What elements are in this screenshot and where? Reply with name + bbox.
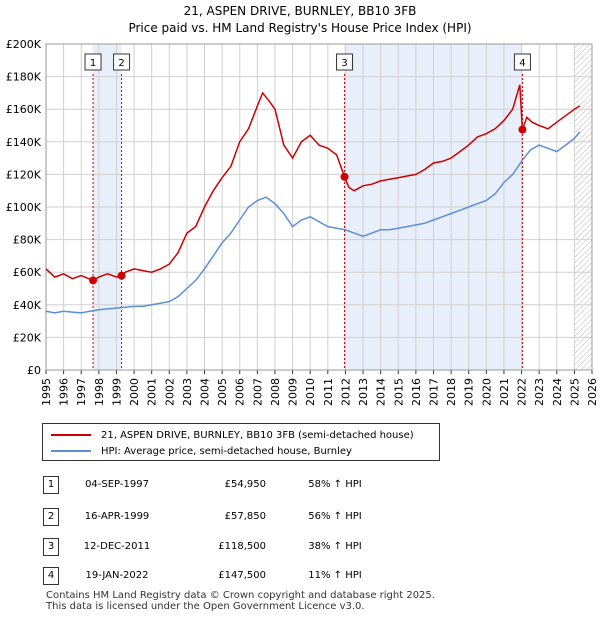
legend-swatch-property [51,434,91,436]
transaction-hpi: 56% ↑ HPI [308,511,362,522]
legend-item-property: 21, ASPEN DRIVE, BURNLEY, BB10 3FB (semi… [51,428,414,442]
transaction-date: 19-JAN-2022 [85,570,149,581]
y-tick-label: £180K [6,71,42,84]
sale-point [117,271,126,280]
marker-label: 4 [519,58,525,69]
marker-box [113,53,131,71]
x-tick-label: 2010 [304,378,317,406]
x-tick-label: 2003 [181,378,194,406]
x-tick-label: 2020 [480,378,493,406]
transaction-row: 4 19-JAN-2022 £147,500 11% ↑ HPI [0,567,600,587]
x-tick-label: 2007 [251,378,264,406]
chart-title: 21, ASPEN DRIVE, BURNLEY, BB10 3FB [183,4,417,18]
x-tick-label: 2023 [533,378,546,406]
x-tick-label: 2011 [322,378,335,406]
x-tick-label: 2019 [463,378,476,406]
x-tick-label: 2018 [445,378,458,406]
y-tick-label: £160K [6,103,42,116]
x-tick-label: 2014 [375,378,388,406]
transaction-price: £147,500 [218,570,266,581]
marker-box [336,53,354,71]
transaction-number: 4 [43,567,59,585]
x-tick-label: 2015 [392,378,405,406]
y-tick-label: £80K [13,234,42,247]
transaction-price: £54,950 [224,479,266,490]
sale-point [518,125,527,134]
legend: 21, ASPEN DRIVE, BURNLEY, BB10 3FB (semi… [42,423,440,461]
transaction-hpi: 11% ↑ HPI [308,570,362,581]
sale-point [89,276,98,285]
transaction-date: 04-SEP-1997 [85,479,149,490]
legend-swatch-hpi [51,450,91,452]
footer-copyright: Contains HM Land Registry data © Crown c… [46,590,435,601]
transaction-row: 2 16-APR-1999 £57,850 56% ↑ HPI [0,508,600,528]
series-line-property [45,84,581,282]
x-tick-label: 2004 [199,378,212,406]
x-tick-label: 2017 [427,378,440,406]
x-tick-label: 2024 [551,378,564,406]
marker-box [84,53,102,71]
marker-label: 3 [341,58,347,69]
legend-label-property: 21, ASPEN DRIVE, BURNLEY, BB10 3FB (semi… [101,429,414,441]
transaction-date: 12-DEC-2011 [83,541,151,552]
x-tick-label: 2008 [269,378,282,406]
transaction-price: £57,850 [224,511,266,522]
transaction-number: 2 [43,508,59,526]
x-tick-label: 1995 [40,378,53,406]
x-tick-label: 1997 [75,378,88,406]
transaction-row: 3 12-DEC-2011 £118,500 38% ↑ HPI [0,538,600,558]
x-tick-label: 2013 [357,378,370,406]
transaction-number: 3 [43,538,59,556]
y-tick-label: £0 [27,364,41,377]
x-tick-label: 2005 [216,378,229,406]
x-tick-label: 2012 [339,378,352,406]
marker-label: 1 [90,58,96,69]
y-tick-label: £20K [13,331,42,344]
transaction-date: 16-APR-1999 [84,511,150,522]
y-tick-label: £140K [6,136,42,149]
chart-subtitle: Price paid vs. HM Land Registry's House … [128,21,472,35]
x-tick-label: 1999 [110,378,123,406]
x-tick-label: 2021 [498,378,511,406]
x-tick-label: 2016 [410,378,423,406]
y-tick-label: £100K [6,201,42,214]
footer-licence: This data is licensed under the Open Gov… [46,601,365,612]
transaction-number: 1 [43,476,59,494]
x-tick-label: 1998 [93,378,106,406]
x-tick-label: 2009 [287,378,300,406]
y-tick-label: £40K [13,299,42,312]
plot-frame [45,43,593,371]
transaction-price: £118,500 [218,541,266,552]
legend-label-hpi: HPI: Average price, semi-detached house,… [101,445,352,457]
y-tick-label: £200K [6,38,42,51]
x-tick-label: 2026 [586,378,599,406]
y-tick-label: £60K [13,266,42,279]
x-tick-label: 2025 [568,378,581,406]
sale-point [340,172,349,181]
legend-item-hpi: HPI: Average price, semi-detached house,… [51,444,352,458]
x-tick-label: 2002 [163,378,176,406]
x-tick-label: 2001 [146,378,159,406]
y-tick-label: £120K [6,168,42,181]
series-line-hpi [45,131,581,314]
price-chart: £0 £20K £40K £60K £80K £100K £120K £140K £160K £1… [6,38,599,406]
x-tick-label: 2022 [516,378,529,406]
x-tick-label: 2006 [234,378,247,406]
transaction-hpi: 58% ↑ HPI [308,479,362,490]
transaction-row: 1 04-SEP-1997 £54,950 58% ↑ HPI [0,476,600,496]
x-tick-label: 1996 [58,378,71,406]
marker-box [513,53,531,71]
x-tick-label: 2000 [128,378,141,406]
transaction-hpi: 38% ↑ HPI [308,541,362,552]
marker-label: 2 [118,58,124,69]
